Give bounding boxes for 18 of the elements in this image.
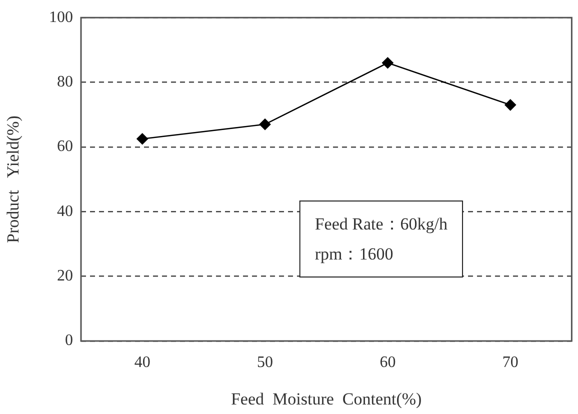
y-tick-label: 60 — [57, 138, 73, 156]
y-tick-label: 100 — [49, 8, 73, 26]
x-axis-title: Feed Moisture Content(%) — [230, 389, 422, 408]
x-tick-label: 40 — [134, 354, 150, 371]
y-tick-label: 40 — [57, 202, 73, 220]
y-tick-label: 20 — [57, 268, 73, 285]
x-tick-label: 60 — [380, 354, 396, 371]
point — [136, 133, 148, 145]
x-tick-label: 70 — [502, 354, 518, 371]
y-tick-label: 80 — [57, 73, 73, 90]
annotation: rpm：1600 — [314, 244, 394, 264]
point — [382, 57, 394, 69]
y-tick-label: 0 — [65, 332, 73, 350]
x-tick-label: 50 — [257, 354, 274, 371]
point — [259, 118, 271, 130]
point — [504, 99, 516, 111]
y-axis-title: Product Yield(%) — [4, 116, 23, 243]
annotation: Feed Rate：60kg/h — [314, 214, 448, 234]
